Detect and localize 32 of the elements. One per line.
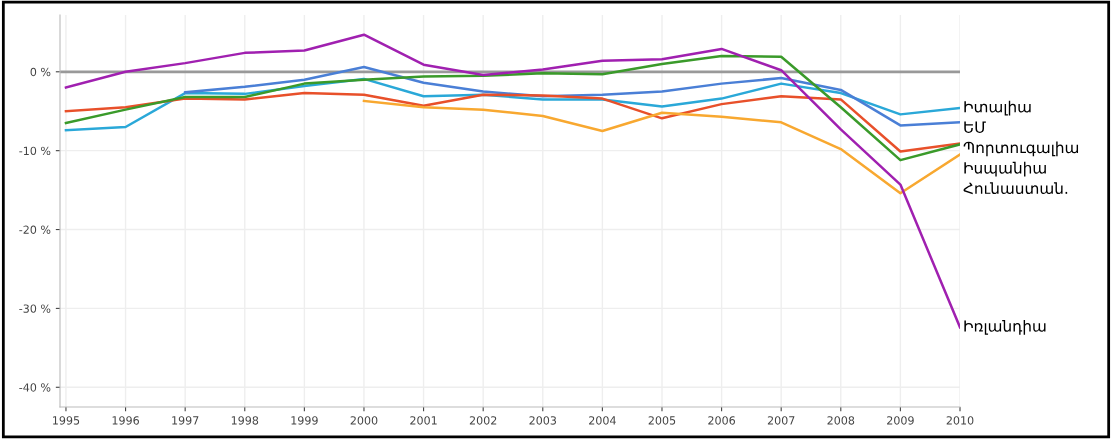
y-tick-label: -40 %	[19, 383, 51, 392]
x-tick-label: 1998	[231, 416, 259, 425]
x-tick-label: 2006	[708, 416, 736, 425]
y-tick-label: -20 %	[19, 225, 51, 234]
line-series	[64, 91, 960, 153]
series-label: Հունաստան.	[963, 182, 1068, 195]
series-label: Իռլանդիա	[964, 319, 1046, 335]
y-tick-label: -30 %	[19, 304, 51, 313]
line-series	[64, 33, 960, 329]
x-tick-label: 1997	[172, 416, 199, 425]
x-tick-label: 2010	[946, 416, 974, 425]
x-tick-label: 1999	[291, 416, 318, 425]
x-tick-label: 2000	[350, 416, 378, 425]
line-series	[183, 65, 960, 127]
x-tick-label: 2003	[529, 416, 557, 425]
line-series	[64, 54, 960, 162]
x-tick-label: 1996	[112, 416, 139, 425]
x-tick-label: 2007	[767, 416, 795, 425]
line-series	[362, 99, 960, 195]
series-label: ԵՄ	[964, 121, 986, 133]
x-tick-label: 2008	[827, 416, 855, 425]
x-tick-label: 2004	[589, 416, 616, 425]
series-label: Իսպանիա	[964, 161, 1046, 177]
x-tick-label: 2005	[648, 416, 676, 425]
series-label: Պորտուգալիա	[963, 141, 1079, 157]
x-tick-label: 1995	[53, 416, 80, 425]
y-tick-label: -10 %	[19, 146, 51, 156]
x-tick-label: 2002	[469, 416, 497, 425]
series-label: Իտալիա	[964, 100, 1031, 116]
x-tick-label: 2001	[410, 416, 437, 425]
x-tick-label: 2009	[887, 416, 914, 425]
y-tick-label: 0 %	[30, 67, 51, 77]
